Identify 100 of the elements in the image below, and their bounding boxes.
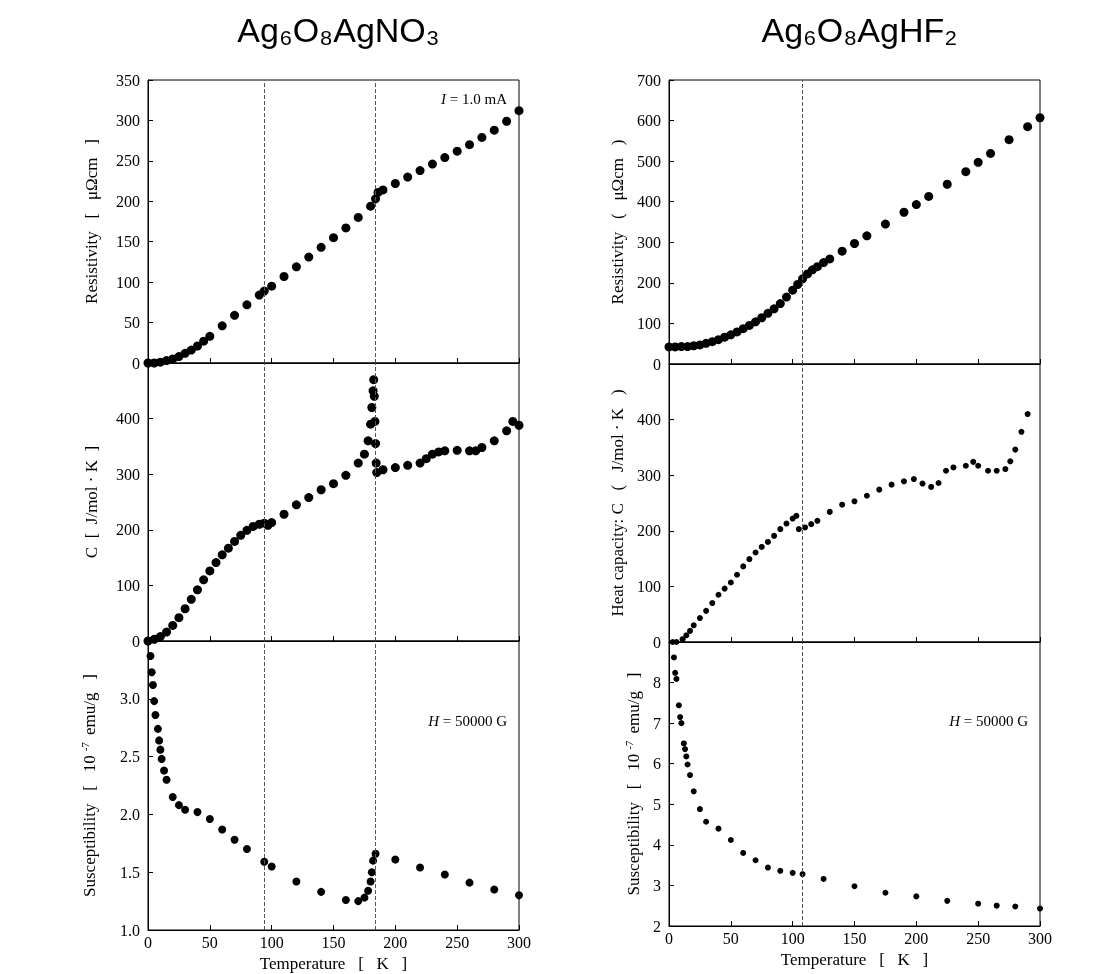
y-tick-label: 300 (116, 465, 140, 483)
point (354, 897, 363, 906)
point (789, 869, 796, 876)
point (421, 454, 431, 464)
point (452, 445, 462, 455)
y-tick-label: 0 (132, 354, 140, 372)
point (795, 526, 802, 533)
point (151, 710, 160, 719)
point (678, 720, 685, 727)
y-tick-label: 250 (116, 152, 140, 170)
point (751, 317, 761, 327)
point (217, 550, 227, 560)
point (279, 509, 289, 519)
point (690, 622, 697, 629)
point (935, 479, 942, 486)
point (292, 877, 301, 886)
point (703, 607, 710, 614)
point (825, 254, 835, 264)
point (367, 402, 377, 412)
point (465, 140, 475, 150)
point (882, 889, 889, 896)
point (863, 492, 870, 499)
point (727, 579, 734, 586)
point (168, 793, 177, 802)
point (677, 714, 684, 721)
point (267, 862, 276, 871)
y-tick-label: 100 (637, 577, 661, 595)
point (986, 148, 996, 158)
point (802, 524, 809, 531)
point (160, 766, 169, 775)
point (820, 875, 827, 882)
point (769, 304, 779, 314)
point (230, 536, 240, 546)
point (267, 518, 277, 528)
point (1024, 411, 1031, 418)
y-tick-label: 300 (637, 466, 661, 484)
point (781, 292, 791, 302)
point (364, 886, 373, 895)
point (489, 436, 499, 446)
x-tick-label: 250 (966, 929, 991, 947)
point (174, 801, 183, 810)
y-tick-label: 400 (116, 410, 140, 428)
point (727, 836, 734, 843)
point (740, 563, 747, 570)
x-tick-label: 300 (507, 933, 531, 951)
point (962, 462, 969, 469)
point (205, 815, 214, 824)
y-tick-label: 400 (637, 411, 661, 429)
point (973, 157, 983, 167)
y-tick-label: 7 (653, 714, 661, 732)
point (771, 532, 778, 539)
point (162, 627, 172, 637)
point (153, 724, 162, 733)
point (427, 159, 437, 169)
point (1002, 466, 1009, 473)
point (367, 868, 376, 877)
x-tick-label: 150 (321, 933, 346, 951)
point (155, 736, 164, 745)
y-tick-label: 200 (637, 274, 661, 292)
point (514, 420, 524, 430)
chart-title: Ag₆O₈AgNO₃ (237, 11, 440, 49)
point (850, 239, 859, 248)
point (777, 526, 784, 533)
point (752, 549, 759, 556)
point (230, 835, 239, 844)
y-tick-label: 0 (132, 632, 140, 650)
y-tick-label: 8 (653, 674, 661, 692)
y-tick-label: 3.0 (120, 690, 140, 708)
point (223, 543, 233, 553)
point (746, 556, 753, 563)
y-tick-label: 50 (124, 314, 140, 332)
point (508, 416, 518, 426)
y-tick-label: 6 (653, 755, 661, 773)
point (156, 745, 165, 754)
y-tick-label: 200 (116, 192, 140, 210)
y-tick-label: 150 (116, 233, 140, 251)
point (672, 669, 679, 676)
point (764, 538, 771, 545)
point (670, 654, 677, 661)
point (242, 525, 252, 535)
point (715, 825, 722, 832)
y-axis-title: Resistivity [ μΩcm ] (82, 139, 101, 304)
point (146, 652, 155, 661)
point (673, 675, 680, 682)
point (279, 271, 289, 281)
point (910, 476, 917, 483)
y-tick-label: 100 (116, 576, 140, 594)
point (403, 460, 413, 470)
y-tick-label: 4 (653, 836, 661, 854)
point (793, 279, 803, 289)
point (680, 740, 687, 747)
point (752, 857, 759, 864)
y-tick-label: 2 (653, 917, 661, 935)
point (304, 252, 314, 262)
point (1018, 428, 1025, 435)
y-tick-label: 3 (653, 876, 661, 894)
point (353, 212, 363, 222)
point (477, 132, 487, 142)
x-axis-title: Temperature [ K ] (780, 949, 929, 969)
point (174, 613, 184, 623)
